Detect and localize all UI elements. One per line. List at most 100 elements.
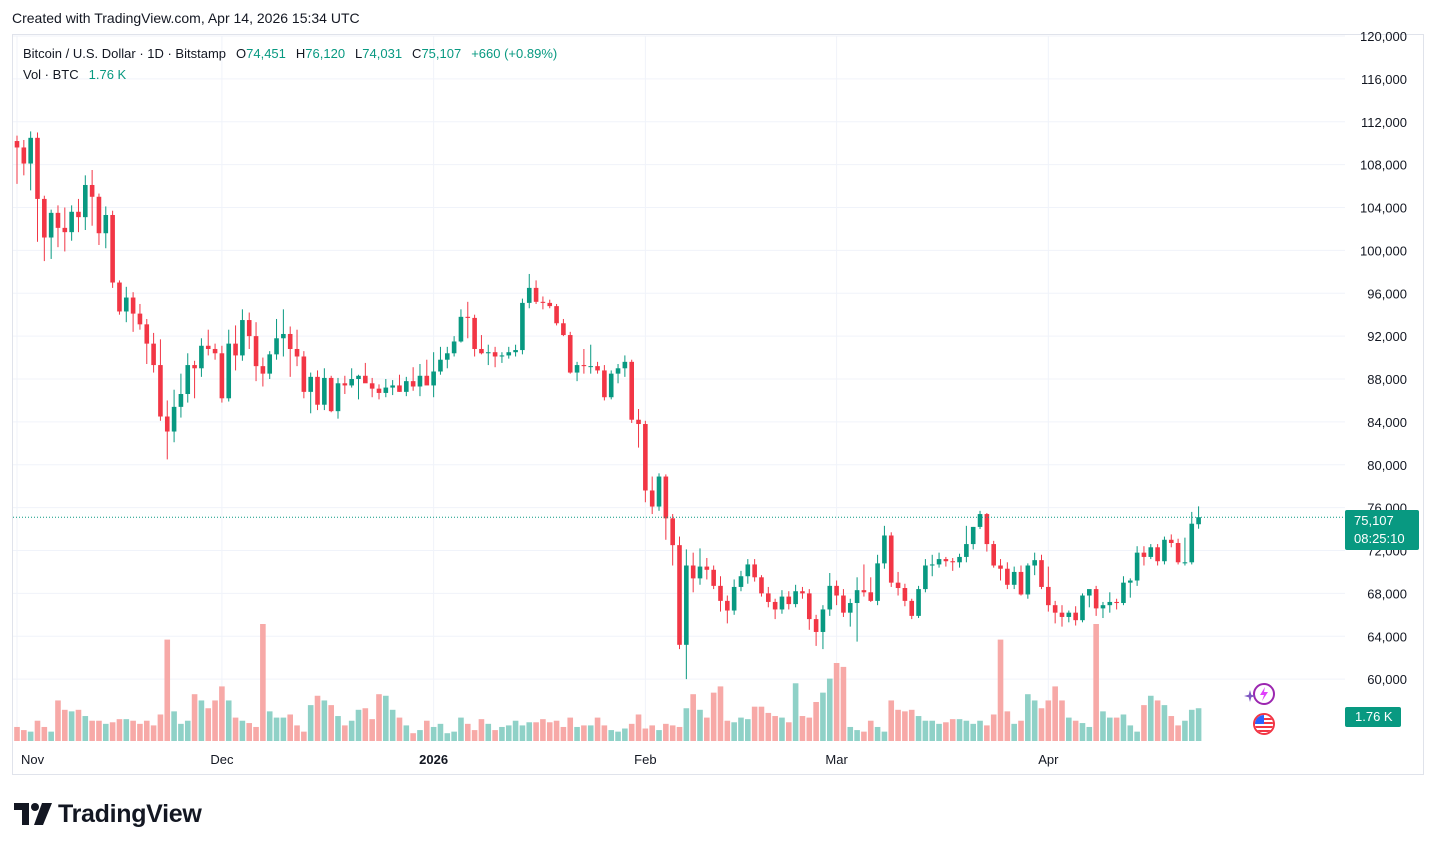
price-tick-label: 96,000 <box>1367 286 1407 301</box>
volume-label[interactable]: Vol · BTC <box>23 67 79 82</box>
volume-bar <box>1154 700 1161 741</box>
candle-body <box>274 338 279 355</box>
candle-body <box>513 350 518 353</box>
candle-body <box>335 383 341 412</box>
candle-body <box>137 313 143 325</box>
candle-body <box>397 385 402 392</box>
close-value: 75,107 <box>421 46 462 61</box>
volume-bar <box>963 720 970 741</box>
candle-body <box>199 345 204 369</box>
candle-body <box>861 590 867 593</box>
candle-body <box>219 353 225 399</box>
volume-bar <box>949 719 956 741</box>
volume-bar <box>246 723 253 741</box>
candle-body <box>711 569 716 586</box>
candle-body <box>205 345 211 349</box>
volume-bar <box>546 722 553 741</box>
volume-bar <box>287 714 293 741</box>
volume-bar <box>676 726 683 741</box>
volume-bar <box>669 725 676 741</box>
candle-body <box>479 348 484 354</box>
candle-body <box>725 600 730 611</box>
volume-bar <box>601 725 608 741</box>
volume-bar <box>587 725 594 741</box>
volume-bar <box>574 726 580 741</box>
volume-bar <box>785 722 792 741</box>
volume-bar <box>157 714 164 741</box>
candle-body <box>868 592 874 601</box>
volume-bar <box>89 720 95 741</box>
volume-bar <box>307 705 314 741</box>
volume-bar <box>990 714 997 741</box>
candle-body <box>1134 552 1140 581</box>
symbol-title[interactable]: Bitcoin / U.S. Dollar · 1D · Bitstamp <box>23 46 226 61</box>
candle-body <box>779 596 785 610</box>
volume-bar <box>779 717 785 741</box>
candle-body <box>991 544 996 566</box>
candle-body <box>342 383 348 386</box>
volume-bar <box>355 709 362 741</box>
volume-bar <box>280 717 287 741</box>
candle-body <box>185 365 191 395</box>
volume-bar <box>1045 700 1052 741</box>
time-tick-label: Apr <box>1038 752 1059 767</box>
candle-body <box>561 323 566 336</box>
volume-bar <box>41 726 48 741</box>
candle-body <box>1093 589 1099 609</box>
volume-bar <box>396 717 403 741</box>
candle-body <box>35 137 40 199</box>
volume-bar <box>540 719 546 741</box>
candle-body <box>212 348 218 354</box>
price-tick-label: 88,000 <box>1367 372 1407 387</box>
volume-bar <box>150 725 157 741</box>
volume-bar <box>820 692 826 741</box>
price-axis: 60,00064,00068,00072,00076,00080,00084,0… <box>1360 29 1407 687</box>
volume-bar <box>471 730 478 741</box>
price-tick-label: 116,000 <box>1361 72 1407 87</box>
price-tick-label: 80,000 <box>1367 458 1407 473</box>
volume-bar <box>745 719 751 741</box>
lightning-icon[interactable] <box>1253 683 1275 705</box>
volume-bar <box>840 666 847 741</box>
candle-body <box>103 215 109 234</box>
candle-body <box>766 593 771 602</box>
volume-bar <box>1168 716 1175 741</box>
candle-body <box>431 371 436 386</box>
volume-bar <box>1025 694 1031 741</box>
volume-bar <box>444 733 451 741</box>
candle-body <box>485 352 491 354</box>
volume-bar <box>225 700 232 741</box>
price-tick-label: 120,000 <box>1360 29 1407 44</box>
candle-body <box>69 211 74 233</box>
candle-body <box>369 383 375 389</box>
volume-bar <box>526 722 533 741</box>
volume-bar <box>1195 708 1202 741</box>
volume-bar <box>690 694 696 741</box>
candle-body <box>656 476 662 507</box>
volume-bar <box>847 726 854 741</box>
candle-body <box>786 596 792 605</box>
candle-body <box>731 586 737 611</box>
candle-body <box>1141 552 1147 557</box>
time-tick-label: Nov <box>21 752 45 767</box>
volume-bar <box>143 720 150 741</box>
volume-bar <box>96 720 102 741</box>
volume-bar <box>656 730 662 741</box>
last-price-value: 75,107 <box>1354 513 1394 528</box>
volume-bar <box>1141 705 1147 741</box>
volume-bar <box>178 723 184 741</box>
candle-body <box>820 609 826 632</box>
candle-body <box>1087 589 1092 596</box>
tradingview-logo[interactable]: TradingView <box>14 798 202 830</box>
last-price-badge: 75,107 08:25:10 <box>1345 510 1419 550</box>
candle-body <box>1189 523 1195 563</box>
candle-body <box>253 336 259 367</box>
candle-body <box>929 564 935 566</box>
volume-bar <box>704 717 710 741</box>
time-tick-label: Dec <box>210 752 234 767</box>
candle-body <box>14 141 20 148</box>
candle-body <box>123 297 129 312</box>
candle-body <box>1005 568 1010 585</box>
us-flag-icon[interactable] <box>1253 713 1275 735</box>
